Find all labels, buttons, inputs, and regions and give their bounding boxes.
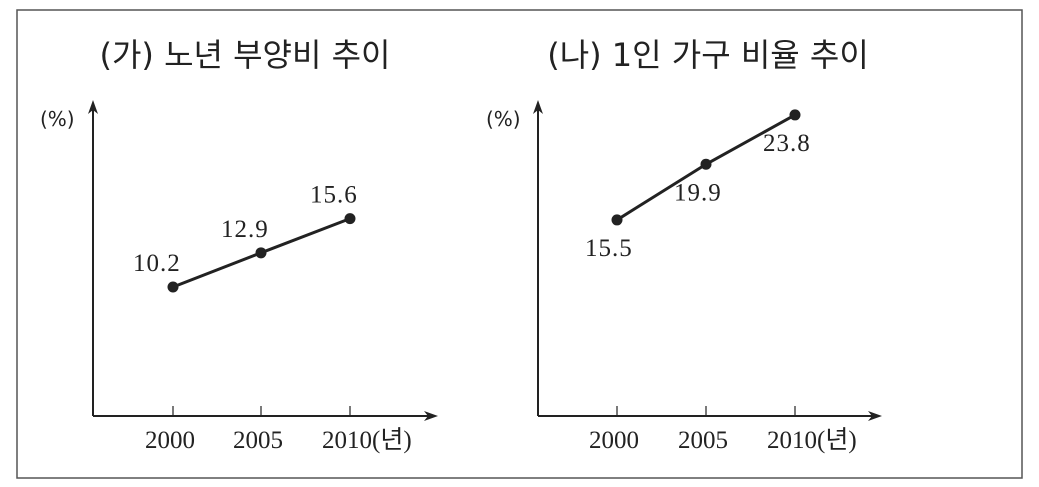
data-label: 10.2 xyxy=(133,250,181,277)
data-point xyxy=(255,247,267,259)
chart-title: (나) 1인 가구 비율 추이 xyxy=(547,36,869,74)
data-label: 15.6 xyxy=(310,182,358,209)
x-tick-label: 2010(년) xyxy=(767,426,857,454)
data-point xyxy=(611,214,623,226)
chart-title: (가) 노년 부양비 추이 xyxy=(99,36,390,74)
figure-border xyxy=(16,9,1023,479)
y-axis-unit-label: (%) xyxy=(486,107,521,131)
x-tick-label: 2000 xyxy=(145,427,195,454)
x-tick-label: 2010(년) xyxy=(322,426,412,454)
x-axis-arrow-icon xyxy=(868,411,882,421)
y-axis-unit-label: (%) xyxy=(40,107,75,131)
x-tick-label: 2000 xyxy=(589,427,639,454)
data-label: 23.8 xyxy=(763,130,811,157)
data-label: 15.5 xyxy=(585,235,633,262)
x-tick-label: 2005 xyxy=(678,427,728,454)
data-point xyxy=(167,281,179,293)
panel-elderly-dependency: (가) 노년 부양비 추이 (%) 2000 10.2 2005 12.9 2010(년) 1… xyxy=(40,36,438,454)
panel-single-household: (나) 1인 가구 비율 추이 (%) 2000 15.5 2005 19.9 2010(년… xyxy=(486,36,882,454)
x-tick-label: 2005 xyxy=(233,427,283,454)
data-point xyxy=(344,213,356,225)
data-label: 12.9 xyxy=(221,216,269,243)
x-axis-arrow-icon xyxy=(424,411,438,421)
y-axis-arrow-icon xyxy=(88,100,98,114)
y-axis-arrow-icon xyxy=(533,100,543,114)
data-point xyxy=(700,158,712,170)
data-point xyxy=(789,109,801,121)
data-label: 19.9 xyxy=(674,179,722,206)
